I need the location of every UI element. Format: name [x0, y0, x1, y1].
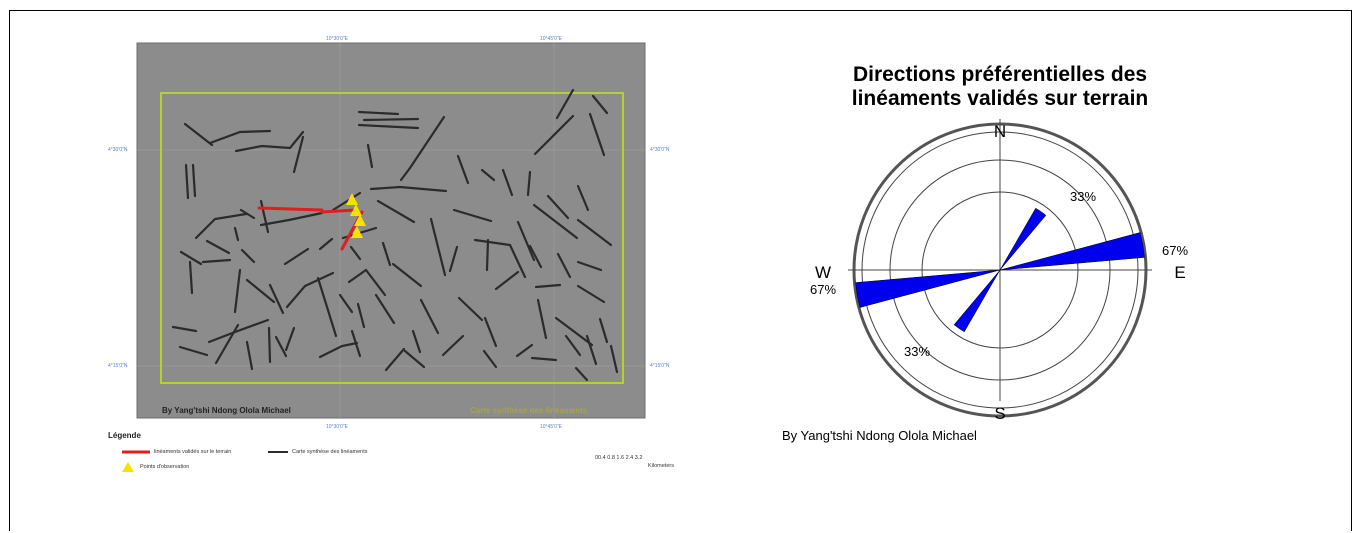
- direction-w: W: [815, 263, 831, 282]
- right-coordinate: 4°30'0"N: [650, 147, 670, 153]
- rose-title: Directions préférentielles des linéament…: [760, 63, 1240, 111]
- left-coordinate: 4°30'0"N: [108, 147, 128, 153]
- rose-title-line1: Directions préférentielles des: [852, 63, 1148, 86]
- direction-n: N: [994, 122, 1006, 141]
- map-title: Carte synthèse des linéaments: [470, 406, 588, 415]
- direction-e: E: [1174, 263, 1185, 282]
- legend-points-label: Points d'observation: [140, 464, 190, 470]
- left-coordinate: 4°15'0"N: [108, 363, 128, 369]
- legend-title: Légende: [108, 431, 141, 440]
- observation-points-layer: [346, 193, 366, 238]
- rose-petal: [855, 269, 1001, 308]
- label-e: 67%: [1162, 243, 1188, 258]
- right-coordinate: 4°15'0"N: [650, 363, 670, 369]
- map-canvas: [136, 42, 646, 419]
- study-area-border: [160, 92, 624, 384]
- legend-synthesis-label: Carte synthèse des linéaments: [292, 449, 368, 455]
- label-ne: 33%: [1070, 189, 1096, 204]
- top-coordinate: 10°30'0"E: [326, 36, 348, 42]
- map-background: [136, 42, 646, 419]
- legend-validated-label: linéaments validés sur le terrain: [154, 449, 232, 455]
- map-credit: By Yang'tshi Ndong Olola Michael: [162, 406, 291, 415]
- top-coordinate: 10°45'0"E: [540, 36, 562, 42]
- bottom-coordinate: 10°45'0"E: [540, 424, 562, 430]
- scale-unit: Kilometers: [648, 463, 674, 469]
- direction-s: S: [994, 404, 1005, 423]
- label-w: 67%: [810, 282, 836, 297]
- rose-petal: [953, 269, 1001, 333]
- rose-petal: [999, 232, 1145, 271]
- rose-credit: By Yang'tshi Ndong Olola Michael: [782, 428, 977, 443]
- bottom-coordinate: 10°30'0"E: [326, 424, 348, 430]
- scale-ticks: 00.4 0.8 1.6 2.4 3.2: [595, 455, 643, 461]
- lineaments-layer: [171, 88, 619, 382]
- figure-frame: [9, 10, 1352, 531]
- rose-petal: [999, 207, 1047, 271]
- rose-diagram: N S E W 33% 67% 67% 33%: [810, 119, 1188, 423]
- rose-petals: [855, 207, 1145, 333]
- label-sw: 33%: [904, 344, 930, 359]
- legend-symbols: [122, 450, 288, 472]
- rose-title-line2: linéaments validés sur terrain: [851, 87, 1149, 110]
